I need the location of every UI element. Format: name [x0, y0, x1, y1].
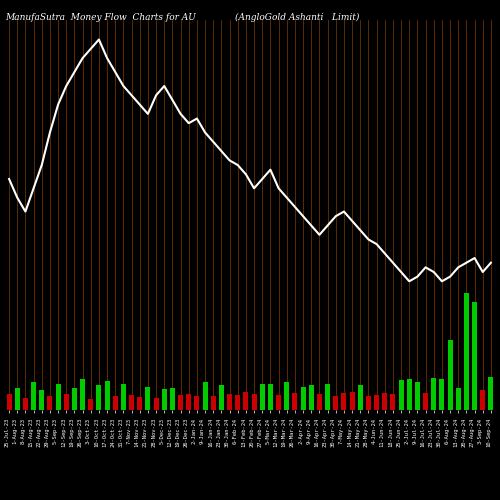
Bar: [390, 394, 396, 410]
Bar: [456, 388, 460, 410]
Bar: [186, 394, 191, 410]
Bar: [138, 397, 142, 410]
Bar: [276, 394, 281, 410]
Bar: [415, 382, 420, 410]
Bar: [48, 396, 52, 410]
Bar: [440, 380, 444, 410]
Bar: [366, 396, 371, 410]
Bar: [358, 386, 362, 410]
Bar: [211, 396, 216, 410]
Bar: [162, 388, 166, 410]
Bar: [472, 302, 477, 410]
Bar: [146, 386, 150, 410]
Bar: [464, 293, 469, 410]
Bar: [488, 377, 494, 410]
Bar: [15, 388, 20, 410]
Bar: [31, 382, 36, 410]
Bar: [398, 380, 404, 410]
Text: ManufaSutra  Money Flow  Charts for AU: ManufaSutra Money Flow Charts for AU: [5, 12, 196, 22]
Bar: [292, 393, 298, 410]
Bar: [202, 382, 207, 410]
Bar: [309, 386, 314, 410]
Bar: [236, 394, 240, 410]
Bar: [96, 386, 102, 410]
Bar: [480, 390, 485, 410]
Bar: [325, 384, 330, 410]
Bar: [6, 394, 12, 410]
Bar: [244, 392, 248, 410]
Bar: [129, 394, 134, 410]
Bar: [252, 394, 256, 410]
Bar: [40, 390, 44, 410]
Bar: [382, 393, 387, 410]
Bar: [113, 396, 117, 410]
Bar: [64, 394, 68, 410]
Bar: [260, 384, 264, 410]
Bar: [317, 394, 322, 410]
Bar: [300, 386, 306, 410]
Bar: [407, 380, 412, 410]
Bar: [23, 398, 28, 410]
Text: (AngloGold Ashanti   Limit): (AngloGold Ashanti Limit): [235, 12, 360, 22]
Bar: [121, 384, 126, 410]
Bar: [268, 384, 273, 410]
Bar: [334, 396, 338, 410]
Bar: [342, 393, 346, 410]
Bar: [432, 378, 436, 410]
Bar: [219, 386, 224, 410]
Bar: [104, 381, 110, 410]
Bar: [284, 382, 289, 410]
Bar: [154, 398, 158, 410]
Bar: [374, 394, 379, 410]
Bar: [448, 340, 452, 410]
Bar: [178, 394, 183, 410]
Bar: [350, 392, 354, 410]
Bar: [170, 388, 175, 410]
Bar: [423, 393, 428, 410]
Bar: [227, 394, 232, 410]
Bar: [194, 396, 200, 410]
Bar: [80, 380, 85, 410]
Bar: [72, 388, 77, 410]
Bar: [88, 399, 93, 410]
Bar: [56, 384, 60, 410]
